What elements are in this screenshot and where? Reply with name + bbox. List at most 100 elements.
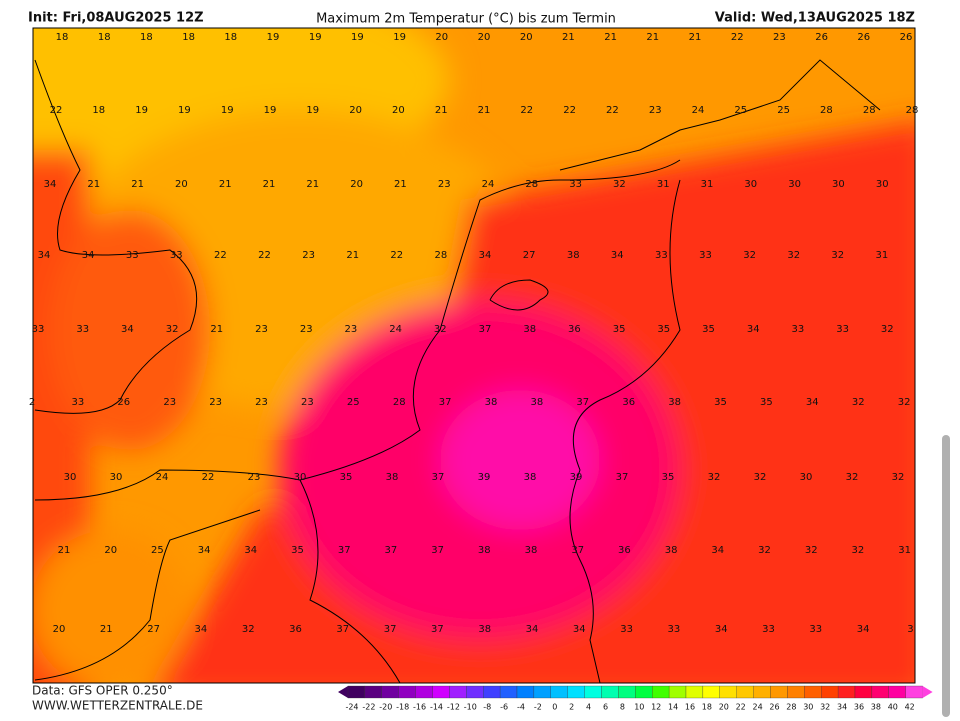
scale-swatch: [888, 685, 906, 699]
temperature-label: 37: [616, 472, 629, 483]
temperature-label: 33: [76, 324, 89, 335]
temperature-label: 37: [432, 472, 445, 483]
temperature-label: 18: [140, 32, 153, 43]
temperature-label: 37: [479, 324, 492, 335]
scale-label: 6: [603, 703, 608, 712]
temperature-label: 32: [898, 397, 911, 408]
scale-label: -14: [430, 703, 443, 712]
scale-swatch: [567, 685, 585, 699]
temperature-label: 23: [248, 472, 261, 483]
scale-swatch: [381, 685, 399, 699]
temperature-label: 20: [392, 105, 405, 116]
temperature-label: 35: [613, 324, 626, 335]
temperature-label: 30: [294, 472, 307, 483]
temperature-label: 21: [435, 105, 448, 116]
scale-label: 28: [786, 703, 796, 712]
scale-label: 12: [651, 703, 661, 712]
temperature-label: 27: [147, 624, 160, 635]
temperature-label: 32: [166, 324, 179, 335]
scale-swatch: [499, 685, 518, 699]
temperature-label: 23: [302, 250, 315, 261]
scale-label: 22: [736, 703, 746, 712]
scale-label: 36: [854, 703, 864, 712]
temperature-label: 19: [135, 105, 148, 116]
temperature-label: 31: [898, 545, 911, 556]
temperature-label: 34: [806, 397, 819, 408]
scale-swatch: [516, 685, 535, 699]
temperature-label: 36: [289, 624, 302, 635]
scale-arrow-low: [338, 686, 348, 698]
scale-swatch: [347, 685, 366, 699]
temperature-label: 21: [263, 179, 276, 190]
temperature-label: 39: [570, 472, 583, 483]
temperature-label: 23: [255, 324, 268, 335]
scale-label: 0: [552, 703, 557, 712]
temperature-label: 26: [900, 32, 913, 43]
temperature-label: 20: [349, 105, 362, 116]
scale-label: -2: [534, 703, 542, 712]
scale-swatch: [415, 685, 433, 699]
temperature-label: 31: [876, 250, 889, 261]
temperature-label: 21: [562, 32, 575, 43]
temperature-label: 20: [53, 624, 66, 635]
temperature-label: 33: [762, 624, 775, 635]
scale-label: 34: [837, 703, 847, 712]
temperature-label: 21: [394, 179, 407, 190]
temperature-label: 19: [221, 105, 234, 116]
scale-swatch: [652, 685, 670, 699]
temperature-label: 25: [777, 105, 790, 116]
temperature-label: 32: [613, 179, 626, 190]
temperature-label: 24: [692, 105, 705, 116]
scale-swatch: [432, 685, 450, 699]
scale-label: -18: [396, 703, 409, 712]
scale-label: 20: [719, 703, 729, 712]
scale-label: 42: [905, 703, 915, 712]
temperature-label: 37: [385, 545, 398, 556]
map-title: Maximum 2m Temperatur (°C) bis zum Termi…: [316, 12, 616, 27]
scale-swatch: [618, 685, 636, 699]
scale-swatch: [905, 685, 923, 699]
scale-swatch: [668, 685, 687, 699]
temperature-label: 2: [29, 397, 35, 408]
temperature-label: 34: [611, 250, 624, 261]
scale-swatch: [787, 685, 805, 699]
temperature-label: 32: [434, 324, 447, 335]
temperature-label: 3: [907, 624, 913, 635]
temperature-label: 34: [711, 545, 724, 556]
temperature-label: 33: [668, 624, 681, 635]
temperature-label: 23: [300, 324, 313, 335]
temperature-label: 30: [110, 472, 123, 483]
temperature-label: 38: [567, 250, 580, 261]
temperature-label: 33: [170, 250, 183, 261]
temperature-label: 19: [178, 105, 191, 116]
scale-label: 26: [769, 703, 779, 712]
temperature-label: 33: [32, 324, 45, 335]
temperature-label: 38: [524, 472, 537, 483]
temperature-label: 37: [431, 545, 444, 556]
temperature-label: 24: [156, 472, 169, 483]
temperature-label: 33: [126, 250, 139, 261]
temperature-label: 34: [198, 545, 211, 556]
scale-swatch: [364, 685, 382, 699]
temperature-label: 28: [863, 105, 876, 116]
temperature-label: 38: [485, 397, 498, 408]
scale-swatch: [533, 685, 551, 699]
temperature-label: 32: [743, 250, 756, 261]
temperature-label: 36: [568, 324, 581, 335]
temperature-label: 38: [531, 397, 544, 408]
temperature-label: 32: [852, 545, 865, 556]
scale-swatch: [466, 685, 484, 699]
temperature-label: 19: [264, 105, 277, 116]
temperature-label: 34: [195, 624, 208, 635]
scale-label: -8: [483, 703, 491, 712]
temperature-field: [33, 28, 915, 683]
temperature-label: 24: [389, 324, 402, 335]
scrollbar[interactable]: [942, 435, 950, 717]
temperature-label: 20: [520, 32, 533, 43]
temperature-label: 19: [351, 32, 364, 43]
temperature-label: 28: [820, 105, 833, 116]
temperature-label: 22: [258, 250, 271, 261]
temperature-label: 34: [38, 250, 51, 261]
temperature-label: 28: [393, 397, 406, 408]
